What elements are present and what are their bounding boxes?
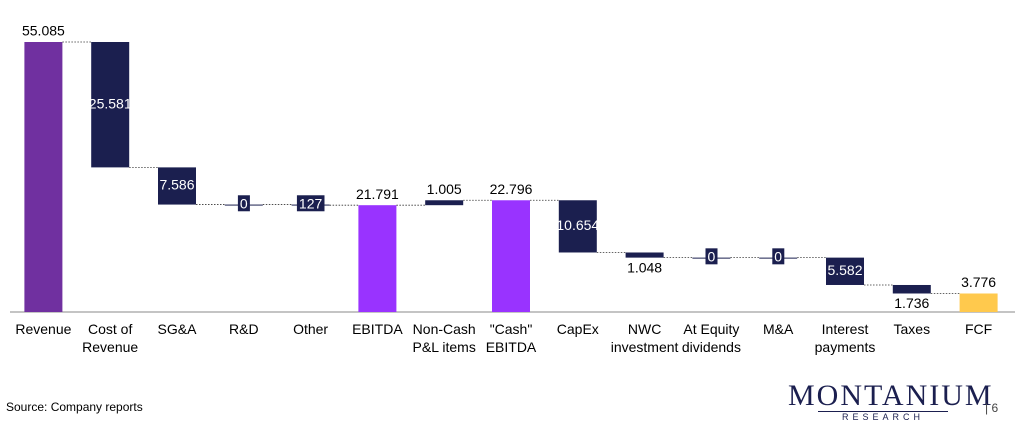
data-label: 10.654 [556, 217, 599, 233]
bar [24, 42, 63, 312]
x-tick-label: NWC investment [610, 321, 679, 355]
bar [158, 167, 196, 205]
x-tick-label: FCF [964, 321, 993, 337]
bar [625, 252, 664, 258]
x-tick-label: CapEx [556, 321, 599, 337]
x-tick-label: EBITDA [352, 321, 403, 337]
data-label: 0 [774, 248, 782, 264]
logo-subtext: RESEARCH [818, 411, 948, 422]
label-box [237, 195, 250, 212]
data-label: 5.582 [827, 262, 862, 278]
x-tick-label: SG&A [157, 321, 197, 337]
label-box [705, 248, 718, 265]
data-label: 1.005 [427, 181, 462, 197]
x-tick-label: "Cash" EBITDA [485, 321, 537, 355]
bar [492, 200, 530, 312]
logo: MONTANIUM RESEARCH [788, 379, 994, 423]
bar [959, 293, 998, 312]
bar [892, 284, 931, 294]
data-label: 1.736 [894, 295, 929, 311]
x-tick-label: Non-Cash P&L items [412, 321, 476, 355]
x-tick-label: Cost of Revenue [82, 321, 139, 355]
data-label: 55.085 [22, 23, 65, 39]
page-number: | 6 [985, 401, 999, 415]
x-tick-label: Other [293, 321, 329, 337]
label-box [772, 248, 785, 265]
x-tick-label: Taxes [893, 321, 931, 337]
data-label: 25.581 [89, 95, 132, 111]
bar [425, 200, 464, 206]
data-label: 3.776 [961, 274, 996, 290]
data-label: 127 [299, 195, 323, 211]
bar [558, 200, 597, 253]
bar [826, 257, 864, 285]
label-box [296, 195, 325, 212]
data-label: 0 [240, 195, 248, 211]
x-tick-label: R&D [229, 321, 259, 337]
logo-text: MONTANIUM [788, 379, 994, 412]
source-note: Source: Company reports [6, 400, 143, 414]
x-tick-label: M&A [763, 321, 794, 337]
data-label: 21.791 [356, 186, 399, 202]
data-label: 7.586 [159, 177, 194, 193]
x-tick-label: At Equity dividends [681, 321, 741, 355]
bar [91, 42, 130, 168]
bar [358, 205, 397, 312]
data-label: 22.796 [490, 181, 533, 197]
data-label: 1.048 [627, 259, 662, 275]
x-tick-label: Interest payments [814, 321, 876, 355]
data-label: 0 [708, 248, 716, 264]
x-tick-label: Revenue [15, 321, 72, 337]
